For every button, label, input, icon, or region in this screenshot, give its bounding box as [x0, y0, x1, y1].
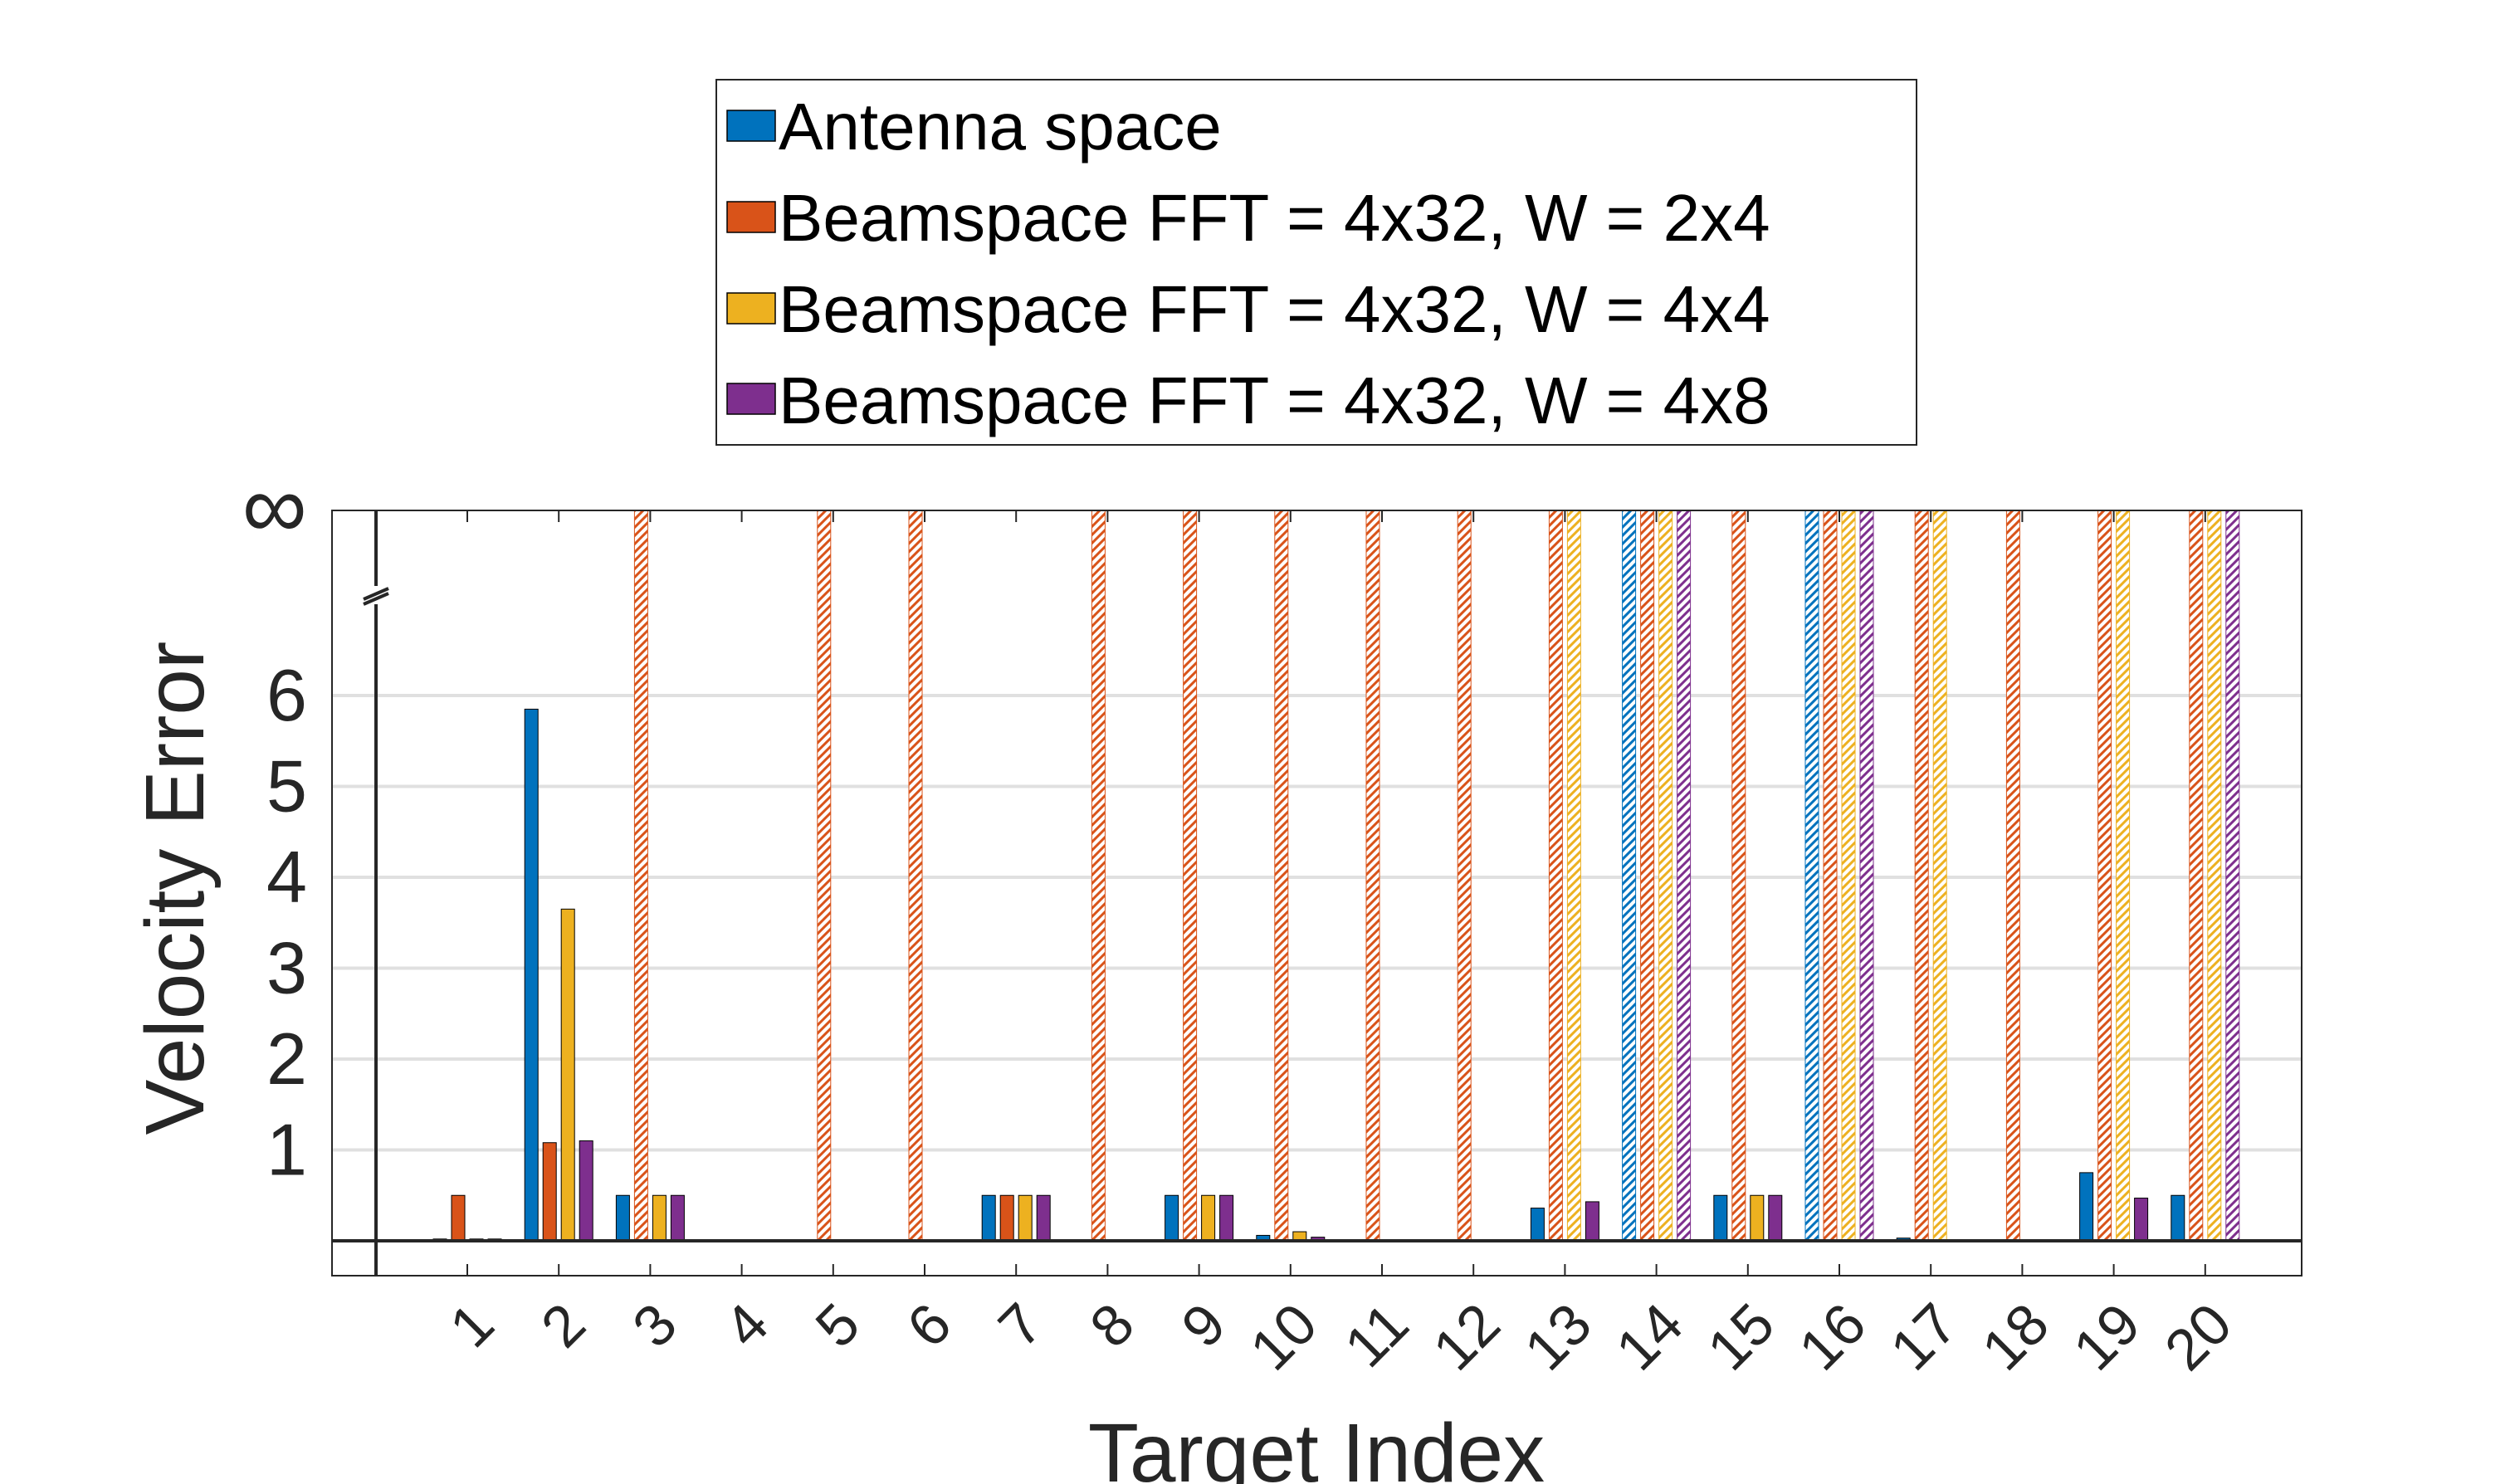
x-tick-label-19: 19 [2061, 1291, 2152, 1382]
y-infinity-label: ∞ [242, 456, 307, 558]
x-tick-label-13: 13 [1512, 1291, 1604, 1382]
legend-swatch-beamspace-w-2x4 [726, 201, 776, 233]
bar-series-3-target-15 [1750, 1194, 1765, 1242]
bar-series-4-target-3 [670, 1194, 685, 1242]
legend-swatch-beamspace-w-4x8 [726, 383, 776, 415]
bar-series-2-target-2 [542, 1142, 557, 1242]
bar-series-3-target-19 [2116, 510, 2131, 1242]
bar-series-3-target-20 [2207, 510, 2222, 1242]
bar-series-1-target-2 [524, 708, 539, 1242]
x-tick-label-6: 6 [895, 1291, 964, 1360]
x-tick-label-12: 12 [1421, 1291, 1512, 1382]
bar-series-1-target-13 [1530, 1208, 1545, 1242]
bar-series-1-target-19 [2079, 1172, 2094, 1242]
bar-series-2-target-7 [999, 1194, 1014, 1242]
plot-area [332, 510, 2302, 1276]
x-tick-label-9: 9 [1170, 1291, 1238, 1360]
bar-series-3-target-9 [1201, 1194, 1216, 1242]
y-tick-labels: 1 2 3 4 5 6 [266, 654, 307, 1191]
x-tick-label-20: 20 [2152, 1291, 2244, 1382]
bar-series-2-target-3 [633, 510, 648, 1242]
axes-box [331, 510, 2302, 1277]
legend-swatch-beamspace-w-4x4 [726, 292, 776, 325]
x-tick-label-11: 11 [1332, 1291, 1421, 1379]
x-axis-label: Target Index [1088, 1407, 1545, 1484]
bar-series-2-target-16 [1823, 510, 1838, 1242]
x-tick-label-18: 18 [1970, 1291, 2061, 1382]
x-tick-label-10: 10 [1238, 1291, 1329, 1382]
bar-series-1-target-14 [1622, 510, 1637, 1242]
bar-series-2-target-19 [2097, 510, 2112, 1242]
bar-series-1-target-16 [1804, 510, 1819, 1242]
x-tick-label-14: 14 [1604, 1291, 1695, 1382]
bar-series-4-target-19 [2134, 1198, 2149, 1242]
bar-series-1-target-7 [981, 1194, 996, 1242]
x-tick-label-16: 16 [1786, 1291, 1878, 1382]
y-tick-label-5: 5 [266, 745, 307, 827]
bar-series-2-target-18 [2005, 510, 2020, 1242]
bar-series-2-target-5 [817, 510, 832, 1242]
x-tick-label-7: 7 [986, 1291, 1055, 1360]
axis-break-mark [363, 586, 389, 606]
legend-swatch-antenna-space [726, 110, 776, 142]
legend: Antenna space Beamspace FFT = 4x32, W = … [715, 79, 1917, 446]
bar-series-1-target-9 [1165, 1194, 1179, 1242]
bar-series-4-target-16 [1859, 510, 1874, 1242]
bar-series-1-target-3 [615, 1194, 630, 1242]
bar-series-4-target-13 [1585, 1201, 1599, 1242]
x-tick-label-8: 8 [1077, 1291, 1146, 1360]
x-tick-marks [466, 510, 2206, 1276]
bar-series-1-target-15 [1713, 1194, 1728, 1242]
bars [432, 510, 2240, 1242]
bar-series-3-target-17 [1932, 510, 1947, 1242]
y-tick-label-6: 6 [266, 654, 307, 736]
bar-series-4-target-2 [579, 1140, 593, 1242]
bar-series-3-target-16 [1841, 510, 1856, 1242]
bar-series-2-target-11 [1365, 510, 1380, 1242]
y-tick-label-1: 1 [266, 1109, 307, 1191]
x-tick-label-17: 17 [1878, 1291, 1970, 1382]
bar-series-2-target-10 [1274, 510, 1289, 1242]
y-tick-label-4: 4 [266, 836, 307, 918]
bar-series-2-target-13 [1548, 510, 1563, 1242]
y-tick-label-3: 3 [266, 927, 307, 1009]
bar-series-4-target-9 [1219, 1194, 1234, 1242]
bar-series-3-target-14 [1658, 510, 1673, 1242]
bar-series-4-target-14 [1677, 510, 1692, 1242]
y-tick-label-2: 2 [266, 1018, 307, 1100]
legend-label-beamspace-w-2x4: Beamspace FFT = 4x32, W = 2x4 [779, 181, 1770, 255]
legend-label-beamspace-w-4x8: Beamspace FFT = 4x32, W = 4x8 [779, 364, 1770, 437]
x-tick-labels: 1 2 3 4 5 6 7 8 9 10 11 12 13 14 15 16 17 18 19 20 [437, 1291, 2244, 1382]
x-tick-label-1: 1 [437, 1291, 506, 1360]
legend-label-antenna-space: Antenna space [779, 90, 1222, 164]
bar-series-2-target-14 [1640, 510, 1655, 1242]
bar-series-2-target-6 [908, 510, 923, 1242]
bar-series-4-target-15 [1768, 1194, 1783, 1242]
bar-series-1-target-20 [2171, 1194, 2185, 1242]
bar-series-3-target-2 [560, 908, 575, 1242]
bar-series-2-target-1 [451, 1194, 466, 1242]
bar-series-2-target-15 [1731, 510, 1746, 1242]
x-tick-label-3: 3 [620, 1291, 689, 1360]
bar-series-4-target-7 [1036, 1194, 1051, 1242]
x-tick-label-4: 4 [712, 1291, 781, 1360]
legend-box [715, 79, 1917, 446]
bar-series-3-target-13 [1566, 510, 1581, 1242]
y-axis-label: Velocity Error [129, 642, 222, 1135]
legend-label-beamspace-w-4x4: Beamspace FFT = 4x32, W = 4x4 [779, 272, 1770, 346]
x-tick-label-2: 2 [529, 1291, 598, 1360]
bar-series-3-target-3 [652, 1194, 667, 1242]
x-tick-label-15: 15 [1695, 1291, 1786, 1382]
bar-series-2-target-12 [1457, 510, 1472, 1242]
bar-series-3-target-7 [1018, 1194, 1033, 1242]
bar-series-2-target-8 [1091, 510, 1106, 1242]
x-tick-label-5: 5 [803, 1291, 872, 1360]
bar-series-2-target-20 [2189, 510, 2204, 1242]
bar-series-2-target-17 [1914, 510, 1929, 1242]
bar-series-4-target-20 [2225, 510, 2240, 1242]
bar-series-2-target-9 [1183, 510, 1198, 1242]
